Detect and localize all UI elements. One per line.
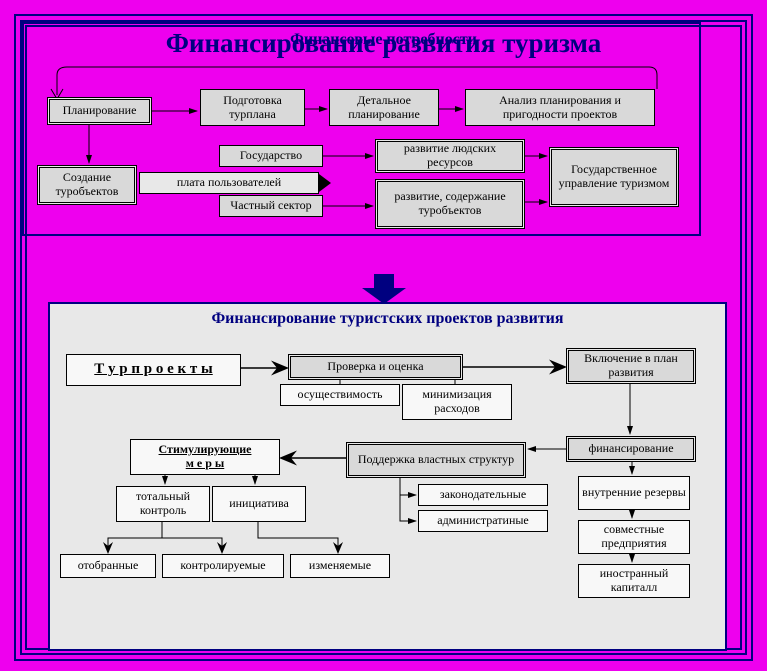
node-proj-label: Т у р п р о е к т ы bbox=[94, 361, 212, 378]
node-support: Поддержка властных структур bbox=[346, 442, 526, 478]
panel-bottom-title: Финансирование туристских проектов разви… bbox=[50, 310, 725, 328]
node-init: инициатива bbox=[212, 486, 306, 522]
node-check: Проверка и оценка bbox=[288, 354, 463, 380]
node-total: тотальный контроль bbox=[116, 486, 210, 522]
outer-frame: Финансирование развития туризма bbox=[14, 14, 753, 661]
node-sel: отобранные bbox=[60, 554, 156, 578]
node-stim-label: Стимулирующие м е р ы bbox=[159, 443, 252, 471]
node-fin: финансирование bbox=[566, 436, 696, 462]
node-res: внутренние резервы bbox=[578, 476, 690, 510]
node-incl: Включение в план развития bbox=[566, 348, 696, 384]
node-feas: осуществимость bbox=[280, 384, 400, 406]
node-chg: изменяемые bbox=[290, 554, 390, 578]
node-admin: администратиные bbox=[418, 510, 548, 532]
node-legis: законодательные bbox=[418, 484, 548, 506]
node-joint: совместные предприятия bbox=[578, 520, 690, 554]
node-minexp: минимизация расходов bbox=[402, 384, 512, 420]
node-foreign: иностранный капиталл bbox=[578, 564, 690, 598]
panel-project-financing: Финансирование туристских проектов разви… bbox=[48, 302, 727, 651]
inner-frame: Финансирование развития туризма bbox=[20, 20, 747, 655]
node-proj: Т у р п р о е к т ы bbox=[66, 354, 241, 386]
node-stim: Стимулирующие м е р ы bbox=[130, 439, 280, 475]
node-ctrl: контролируемые bbox=[162, 554, 284, 578]
